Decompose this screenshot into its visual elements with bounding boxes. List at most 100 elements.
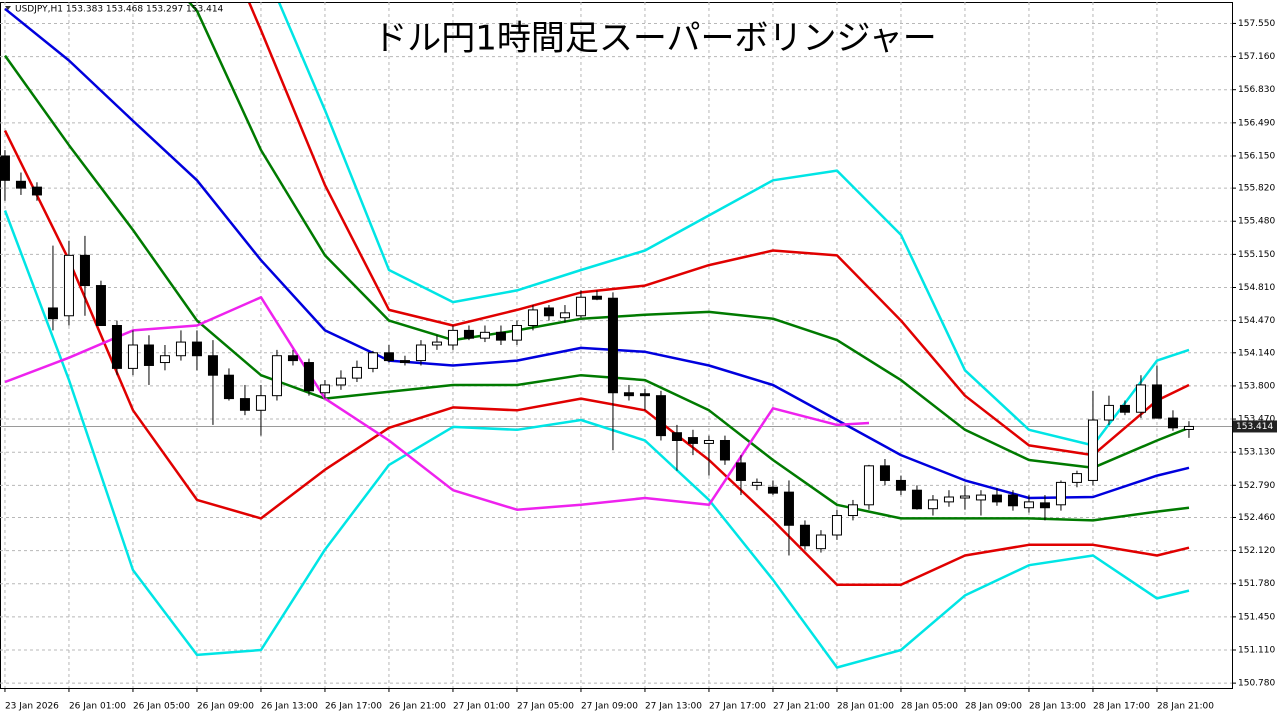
candle-body (479, 331, 490, 339)
candle-body (111, 325, 122, 369)
candle-body (319, 384, 330, 394)
candle-body (831, 515, 842, 536)
candle-body (1039, 502, 1050, 509)
candle-body (911, 489, 922, 510)
candle-body (63, 254, 74, 317)
y-tick-label: 156.830 (1238, 85, 1275, 95)
y-tick-label: 154.810 (1238, 283, 1275, 293)
candle-body (175, 341, 186, 357)
candle-body (303, 362, 314, 392)
price-label-box (1233, 420, 1277, 433)
candle-body (143, 344, 154, 366)
x-tick-label: 26 Jan 09:00 (197, 702, 254, 712)
candle-body (879, 465, 890, 481)
x-tick-label: 27 Jan 01:00 (453, 702, 510, 712)
x-tick-label: 26 Jan 01:00 (69, 702, 126, 712)
candle-body (127, 344, 138, 369)
candle-body (399, 360, 410, 364)
x-tick-label: 28 Jan 21:00 (1157, 702, 1214, 712)
y-tick-label: 152.790 (1238, 481, 1275, 491)
price-label: 153.414 (1236, 422, 1273, 432)
candle-body (1055, 481, 1066, 506)
candle-body (463, 329, 474, 339)
y-tick-label: 153.800 (1238, 381, 1275, 391)
candle-body (79, 254, 90, 287)
candle-body (1023, 501, 1034, 509)
candle-body (511, 325, 522, 341)
x-tick-label: 27 Jan 17:00 (709, 702, 766, 712)
candle-body (159, 355, 170, 364)
x-tick-label: 26 Jan 05:00 (133, 702, 190, 712)
x-tick-label: 27 Jan 13:00 (645, 702, 702, 712)
candle-body (799, 524, 810, 547)
candle-body (1167, 417, 1178, 429)
candle-body (735, 462, 746, 481)
candle-body (1087, 419, 1098, 481)
candle-body (991, 494, 1002, 503)
y-tick-label: 155.150 (1238, 250, 1275, 260)
candle-body (255, 395, 266, 411)
band-line (4, 296, 870, 511)
candle-body (975, 494, 986, 501)
candle-body (543, 307, 554, 317)
y-tick-label: 152.120 (1238, 546, 1275, 556)
axes: 157.550 157.160 156.830 156.490 156.150 155.8… (4, 19, 1277, 712)
candle-body (863, 465, 874, 506)
candle-body (415, 344, 426, 362)
candle-body (191, 341, 202, 357)
y-tick-label: 153.470 (1238, 415, 1275, 425)
y-tick-label: 156.490 (1238, 118, 1275, 128)
x-tick-label: 27 Jan 09:00 (581, 702, 638, 712)
candle-body (95, 285, 106, 327)
candle-body (575, 296, 586, 317)
candle-body (959, 495, 970, 499)
candle-body (527, 309, 538, 327)
candle-body (447, 329, 458, 346)
band-line (248, 3, 1190, 457)
candle-body (367, 352, 378, 369)
y-tick-label: 156.150 (1238, 151, 1275, 161)
candle-body (1071, 473, 1082, 483)
candle-body (495, 331, 506, 341)
candle-body (895, 479, 906, 491)
x-tick-label: 26 Jan 17:00 (325, 702, 382, 712)
candle-body (751, 481, 762, 486)
candle-body (671, 432, 682, 441)
y-tick-label: 154.140 (1238, 348, 1275, 358)
candle-body (639, 393, 650, 397)
candle-body (1183, 425, 1194, 430)
candle-body (223, 374, 234, 400)
candle-body (943, 496, 954, 503)
y-tick-label: 155.480 (1238, 217, 1275, 227)
candle-body (287, 355, 298, 362)
header: USDJPY,H1 153.383 153.468 153.297 153.41… (15, 5, 224, 15)
candle-body (207, 355, 218, 376)
y-tick-label: 155.820 (1238, 184, 1275, 194)
candle-body (1119, 404, 1130, 413)
x-tick-label: 23 Jan 2026 (5, 702, 59, 712)
y-tick-label: 157.550 (1238, 19, 1275, 29)
candle-body (271, 355, 282, 397)
y-tick-label: 152.460 (1238, 513, 1275, 523)
candle-body (335, 377, 346, 386)
candle-body (623, 392, 634, 397)
band-line (277, 3, 1190, 447)
candle-body (687, 437, 698, 444)
candle-body (719, 439, 730, 461)
y-tick-label: 154.470 (1238, 316, 1275, 326)
candle-body (1007, 494, 1018, 507)
candle-body (1135, 384, 1146, 413)
y-tick-label: 151.110 (1238, 645, 1275, 655)
x-tick-label: 26 Jan 21:00 (389, 702, 446, 712)
candle-body (847, 504, 858, 517)
candle-body (1, 155, 10, 181)
candle-body (607, 297, 618, 394)
candle-body (655, 395, 666, 437)
x-tick-label: 27 Jan 05:00 (517, 702, 574, 712)
x-tick-label: 28 Jan 05:00 (901, 702, 958, 712)
candle-body (383, 352, 394, 362)
candle-body (431, 341, 442, 346)
candle-body (31, 186, 42, 196)
candles (1, 150, 1194, 556)
